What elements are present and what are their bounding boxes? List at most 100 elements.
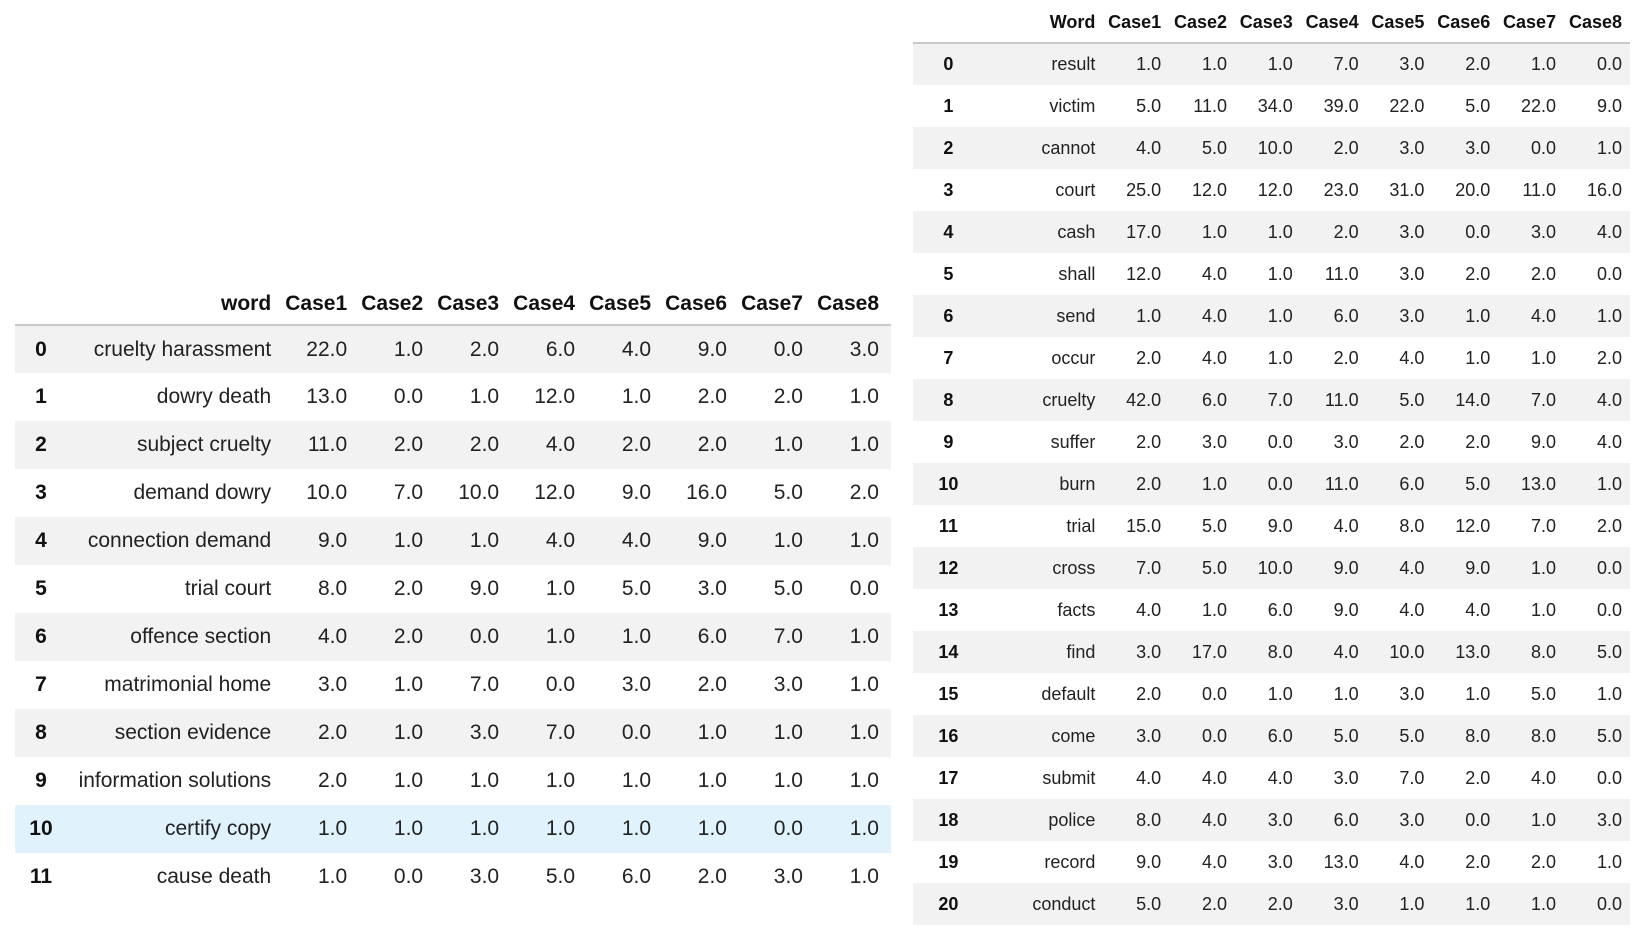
word-cell: facts bbox=[1057, 599, 1096, 620]
count-cell: 6.0 bbox=[1333, 809, 1359, 830]
count-cell: 1.0 bbox=[393, 817, 424, 840]
row-index: 3 bbox=[943, 179, 954, 200]
count-cell: 22.0 bbox=[306, 337, 348, 361]
count-cell: 4.0 bbox=[1399, 347, 1425, 368]
count-cell: 2.0 bbox=[469, 433, 500, 456]
count-cell: 1.0 bbox=[545, 577, 576, 600]
count-cell: 1.0 bbox=[393, 529, 424, 552]
count-cell: 2.0 bbox=[1136, 473, 1162, 494]
count-cell: 12.0 bbox=[534, 481, 576, 504]
count-cell: 1.0 bbox=[393, 337, 424, 361]
word-cell: default bbox=[1041, 683, 1096, 704]
count-cell: 4.0 bbox=[1201, 851, 1227, 872]
case-column-header: Case7 bbox=[741, 291, 803, 315]
count-cell: 2.0 bbox=[1333, 347, 1359, 368]
word-cell: victim bbox=[1049, 95, 1096, 116]
count-cell: 5.0 bbox=[1201, 557, 1227, 578]
case-column-header: Case1 bbox=[285, 291, 348, 315]
row-index: 6 bbox=[943, 305, 954, 326]
count-cell: 23.0 bbox=[1323, 179, 1359, 200]
count-cell: 20.0 bbox=[1455, 179, 1491, 200]
word-cell: cash bbox=[1057, 221, 1096, 242]
count-cell: 0.0 bbox=[1596, 599, 1622, 620]
count-cell: 16.0 bbox=[1586, 179, 1622, 200]
count-cell: 1.0 bbox=[1201, 54, 1227, 74]
count-cell: 3.0 bbox=[1136, 641, 1162, 662]
count-cell: 1.0 bbox=[1465, 347, 1491, 368]
count-cell: 1.0 bbox=[621, 625, 652, 648]
count-cell: 2.0 bbox=[317, 721, 348, 744]
count-cell: 6.0 bbox=[1267, 599, 1293, 620]
table-row: 12 cross 7.0 5.0 10.0 9.0 4.0 9.0 1.0 0.0 bbox=[913, 547, 1630, 589]
count-cell: 2.0 bbox=[1465, 263, 1491, 284]
count-cell: 4.0 bbox=[1136, 137, 1162, 158]
row-index: 9 bbox=[35, 769, 47, 792]
word-cell: conduct bbox=[1032, 893, 1096, 914]
count-cell: 11.0 bbox=[307, 433, 348, 456]
count-cell: 1.0 bbox=[1531, 599, 1557, 620]
bigram-frequency-table: word Case1 Case2 Case3 Case4 Case5 Case6 Case7 C… bbox=[15, 283, 891, 901]
count-cell: 7.0 bbox=[1531, 389, 1557, 410]
count-cell: 6.0 bbox=[621, 865, 652, 888]
word-cell: certify copy bbox=[164, 817, 272, 840]
case-column-header: Case5 bbox=[1371, 12, 1425, 32]
count-cell: 3.0 bbox=[1399, 809, 1425, 830]
word-cell: connection demand bbox=[87, 529, 272, 552]
count-cell: 3.0 bbox=[1399, 221, 1425, 242]
count-cell: 2.0 bbox=[697, 385, 727, 408]
count-cell: 4.0 bbox=[621, 529, 652, 552]
table-row: 0 result 1.0 1.0 1.0 7.0 3.0 2.0 1.0 0.0 bbox=[913, 43, 1630, 85]
count-cell: 5.0 bbox=[1201, 515, 1227, 536]
count-cell: 1.0 bbox=[773, 769, 803, 792]
row-index: 10 bbox=[29, 817, 53, 840]
count-cell: 2.0 bbox=[1399, 431, 1425, 452]
table-row: 20 conduct 5.0 2.0 2.0 3.0 1.0 1.0 1.0 0.0 bbox=[913, 883, 1630, 925]
count-cell: 22.0 bbox=[1389, 95, 1425, 116]
count-cell: 0.0 bbox=[1465, 221, 1491, 242]
count-cell: 42.0 bbox=[1126, 389, 1162, 410]
count-cell: 0.0 bbox=[1596, 263, 1622, 284]
table-header: word Case1 Case2 Case3 Case4 Case5 Case6 Case7 C… bbox=[15, 283, 891, 325]
count-cell: 5.0 bbox=[773, 481, 803, 504]
count-cell: 5.0 bbox=[1531, 683, 1557, 704]
count-cell: 3.0 bbox=[469, 721, 500, 744]
count-cell: 7.0 bbox=[1333, 54, 1359, 74]
count-cell: 2.0 bbox=[849, 481, 879, 504]
count-cell: 1.0 bbox=[1596, 851, 1622, 872]
count-cell: 4.0 bbox=[1596, 431, 1622, 452]
count-cell: 7.0 bbox=[1399, 767, 1425, 788]
count-cell: 1.0 bbox=[393, 769, 424, 792]
row-index: 7 bbox=[943, 347, 954, 368]
count-cell: 15.0 bbox=[1126, 515, 1162, 536]
count-cell: 1.0 bbox=[1531, 557, 1557, 578]
count-cell: 0.0 bbox=[1596, 893, 1622, 914]
table-body: 0 cruelty harassment 22.0 1.0 2.0 6.0 4.0 9.0 0.… bbox=[15, 325, 891, 901]
count-cell: 5.0 bbox=[1465, 473, 1491, 494]
count-cell: 2.0 bbox=[1596, 347, 1622, 368]
count-cell: 0.0 bbox=[545, 673, 576, 696]
count-cell: 1.0 bbox=[1267, 221, 1293, 242]
word-cell: suffer bbox=[1050, 431, 1096, 452]
count-cell: 4.0 bbox=[1201, 305, 1227, 326]
count-cell: 4.0 bbox=[545, 433, 576, 456]
count-cell: 0.0 bbox=[1596, 767, 1622, 788]
row-index: 18 bbox=[938, 809, 959, 830]
case-column-header: Case2 bbox=[1173, 12, 1227, 32]
row-index: 0 bbox=[35, 337, 47, 361]
count-cell: 2.0 bbox=[1596, 515, 1622, 536]
row-index: 16 bbox=[938, 725, 959, 746]
count-cell: 4.0 bbox=[317, 625, 348, 648]
count-cell: 1.0 bbox=[1201, 599, 1227, 620]
count-cell: 7.0 bbox=[545, 721, 576, 744]
row-index: 11 bbox=[938, 515, 958, 536]
table-row: 6 offence section 4.0 2.0 0.0 1.0 1.0 6.0 7.0 1.0 bbox=[15, 613, 891, 661]
table-row: 11 cause death 1.0 0.0 3.0 5.0 6.0 2.0 3.0 1.0 bbox=[15, 853, 891, 901]
count-cell: 3.0 bbox=[1267, 851, 1293, 872]
count-cell: 0.0 bbox=[393, 385, 424, 408]
count-cell: 3.0 bbox=[1465, 137, 1491, 158]
count-cell: 2.0 bbox=[393, 433, 424, 456]
count-cell: 5.0 bbox=[1596, 641, 1622, 662]
count-cell: 5.0 bbox=[1399, 725, 1425, 746]
count-cell: 1.0 bbox=[393, 721, 424, 744]
word-cell: offence section bbox=[130, 625, 272, 648]
